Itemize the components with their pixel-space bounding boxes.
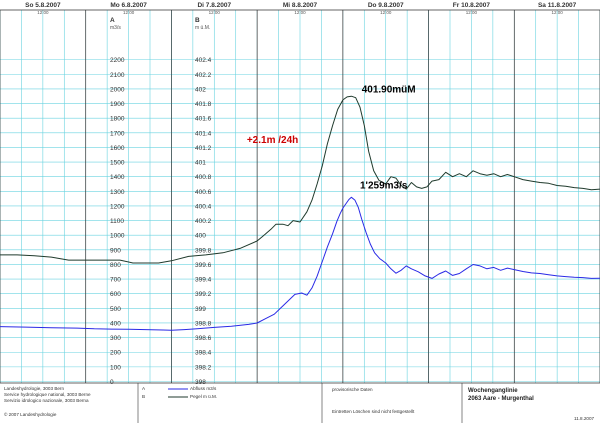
axis-b-tick-label: 399.6 — [195, 262, 212, 269]
day-sublabel: 12:00 — [209, 10, 221, 15]
axis-b-tick-label: 399.8 — [195, 247, 212, 254]
axis-b-tick-label: 400.8 — [195, 174, 212, 181]
footer-note-provisional: provisorische Daten — [332, 387, 373, 392]
axis-a-tick-label: 0 — [110, 379, 114, 386]
axis-a-tick-label: 1400 — [110, 174, 125, 181]
series-line-level — [0, 95, 600, 264]
footer-office-line-2: Service hydrologique national, 3003 Bern… — [4, 392, 91, 397]
axis-a-tick-label: 800 — [110, 262, 121, 269]
day-sublabel: 12:00 — [380, 10, 392, 15]
axis-b-tick-label: 400 — [195, 233, 206, 240]
day-sublabel: 12:00 — [294, 10, 306, 15]
axis-a-tick-label: 1800 — [110, 116, 125, 123]
axis-a-tick-label: 700 — [110, 277, 121, 284]
axis-b-tick-label: 400.6 — [195, 189, 212, 196]
legend-b-label: Pegel m ü.M. — [190, 394, 217, 399]
axis-b-tick-label: 400.4 — [195, 203, 212, 210]
axis-b-tick-label: 400.2 — [195, 218, 212, 225]
annotation-label: 1'259m3/s — [360, 180, 408, 191]
axis-b-tick-label: 399.4 — [195, 277, 212, 284]
day-label: So 5.8.2007 — [25, 2, 61, 9]
axis-a-tick-label: 600 — [110, 291, 121, 298]
legend-b-letter: B — [142, 394, 145, 399]
series-lines — [0, 95, 600, 331]
day-sublabel: 12:00 — [552, 10, 564, 15]
day-label: Fr 10.8.2007 — [453, 2, 491, 9]
axis-a-tick-label: 900 — [110, 247, 121, 254]
day-sublabel: 12:00 — [37, 10, 49, 15]
axis-b-tick-label: 401.8 — [195, 101, 212, 108]
axis-b-unit: m ü.M. — [195, 25, 210, 31]
axis-a-tick-label: 400 — [110, 320, 121, 327]
axis-a-tick-label: 1500 — [110, 160, 125, 167]
axis-a-tick-label: 300 — [110, 335, 121, 342]
legend-a-letter: A — [142, 386, 146, 391]
axis-a-tick-label: 1200 — [110, 203, 125, 210]
axis-b-tick-label: 401.6 — [195, 116, 212, 123]
series-line-discharge — [0, 196, 600, 331]
axis-b-tick-label: 402.2 — [195, 72, 212, 79]
axis-a-unit: m3/s — [110, 25, 121, 31]
axis-b-tick-label: 398.4 — [195, 350, 212, 357]
footer-office-line-1: Landeshydrologie, 3003 Bern — [4, 386, 64, 391]
axis-b-tick-label: 401.4 — [195, 130, 212, 137]
axis-a: Am3/s 0 100 200 300 400 500 600 700 800 900 1000 110… — [110, 17, 125, 386]
footer: Landeshydrologie, 3003 Bern Service hydr… — [0, 382, 600, 423]
footer-station: 2063 Aare - Murgenthal — [468, 396, 534, 402]
axis-a-tick-label: 200 — [110, 350, 121, 357]
footer-note-erasures: Eintretten Löschen sind nicht festgestel… — [332, 409, 415, 414]
day-label: Mi 8.8.2007 — [283, 2, 318, 9]
axis-b-tick-label: 401 — [195, 160, 206, 167]
day-label: Mo 6.8.2007 — [110, 2, 147, 9]
axis-b-tick-label: 399 — [195, 306, 206, 313]
axis-a-tick-label: 2100 — [110, 72, 125, 79]
axis-a-tick-label: 500 — [110, 306, 121, 313]
axis-b-tick-label: 402.4 — [195, 57, 212, 64]
legend-a-label: Abfluss m3/s — [190, 386, 217, 391]
axis-b-tick-label: 398.8 — [195, 320, 212, 327]
footer-copyright: © 2007 Landeshydrologie — [4, 411, 57, 417]
axis-a-tick-label: 1100 — [110, 218, 124, 225]
axis-b-tick-label: 402 — [195, 86, 206, 93]
day-label: Sa 11.8.2007 — [538, 2, 577, 9]
axis-b-tick-label: 398.2 — [195, 364, 212, 371]
day-label: Do 9.8.2007 — [368, 2, 404, 9]
axis-a-tick-label: 1300 — [110, 189, 125, 196]
axis-a-tick-label: 2000 — [110, 86, 125, 93]
axis-b: Bm ü.M. 398 398.2 398.4 398.6 398.8 399 399.2 39… — [195, 17, 212, 386]
axis-a-tick-label: 1700 — [110, 130, 125, 137]
day-label: Di 7.8.2007 — [197, 2, 231, 9]
footer-date: 11.8.2007 — [574, 416, 595, 421]
annotations: 401.90müM +2.1m /24h 1'259m3/s — [247, 85, 416, 192]
footer-office-line-3: Servizio idrologico nazionale, 3003 Bern… — [4, 398, 89, 403]
grid-major — [0, 9, 600, 383]
day-sublabel: 12:00 — [466, 10, 478, 15]
axis-b-tick-label: 399.2 — [195, 291, 212, 298]
axis-a-tick-label: 1900 — [110, 101, 125, 108]
annotation-label: +2.1m /24h — [247, 135, 298, 146]
axis-a-letter: A — [110, 17, 115, 24]
axis-b-tick-label: 398 — [195, 379, 206, 386]
day-sublabel: 12:00 — [123, 10, 135, 15]
annotation-label: 401.90müM — [362, 85, 416, 96]
axis-a-tick-label: 1600 — [110, 145, 125, 152]
axis-a-tick-label: 2200 — [110, 57, 125, 64]
axis-a-tick-label: 100 — [110, 364, 121, 371]
axis-b-letter: B — [195, 17, 200, 24]
axis-b-tick-label: 401.2 — [195, 145, 212, 152]
footer-title: Wochenganglinie — [468, 388, 518, 394]
axis-a-tick-label: 1000 — [110, 233, 125, 240]
axis-b-tick-label: 398.6 — [195, 335, 212, 342]
